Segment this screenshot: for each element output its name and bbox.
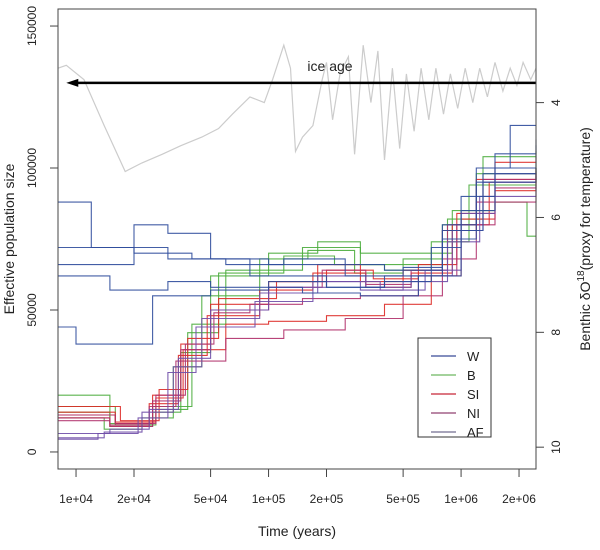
legend-label-af: AF [467,425,484,440]
benthic-series-layer [57,43,537,173]
y2-tick-label: 8 [549,329,563,336]
x-tick-label: 5e+04 [194,492,228,506]
population-series-layer [58,124,537,440]
y2-label-part1: Benthic δO [577,281,593,350]
x-tick-label: 2e+04 [117,492,151,506]
plot-frame [57,8,537,470]
legend-box [417,337,492,438]
y2-label-part2: (proxy for temperature) [577,127,593,270]
ice-age-arrow-head [66,78,79,87]
axes: 1e+04 2e+04 5e+04 1e+05 2e+05 5e+05 1e+06 2e+06… [25,6,563,506]
legend-label-b: B [467,368,476,383]
x-axis-label: Time (years) [258,523,336,539]
series-w-line-2 [58,168,537,345]
series-w-line-4 [58,167,537,297]
series-w-line-3 [58,145,537,271]
series-af-line-2 [58,185,537,440]
y-axis-label: Effective population size [1,163,17,314]
x-tick-label: 2e+06 [502,492,536,506]
ice-age-annotation: ice age [66,58,536,87]
y-tick-label: 0 [25,448,39,455]
y-tick-label: 150000 [25,6,39,46]
annotation-label: ice age [307,58,352,74]
series-w-line-0 [58,124,536,277]
x-tick-label: 1e+05 [252,492,286,506]
y2-tick-label: 6 [549,214,563,221]
legend-label-si: SI [467,387,479,402]
x-tick-label: 5e+05 [386,492,420,506]
legend-label-ni: NI [467,406,480,421]
y-tick-label: 50000 [25,293,39,327]
legend-label-w: W [467,349,480,364]
x-tick-label: 1e+04 [59,492,93,506]
benthic-line [57,43,537,173]
y2-tick-label: 4 [549,99,563,106]
x-tick-label: 1e+06 [444,492,478,506]
x-tick-label: 2e+05 [310,492,344,506]
y2-label-superscript: 18 [576,270,587,282]
legend: WB SI NI AF [417,337,492,440]
y2-axis-label: Benthic δO18(proxy for temperature) [576,127,593,351]
y2-tick-label: 10 [549,440,563,454]
y-tick-label: 100000 [25,148,39,188]
